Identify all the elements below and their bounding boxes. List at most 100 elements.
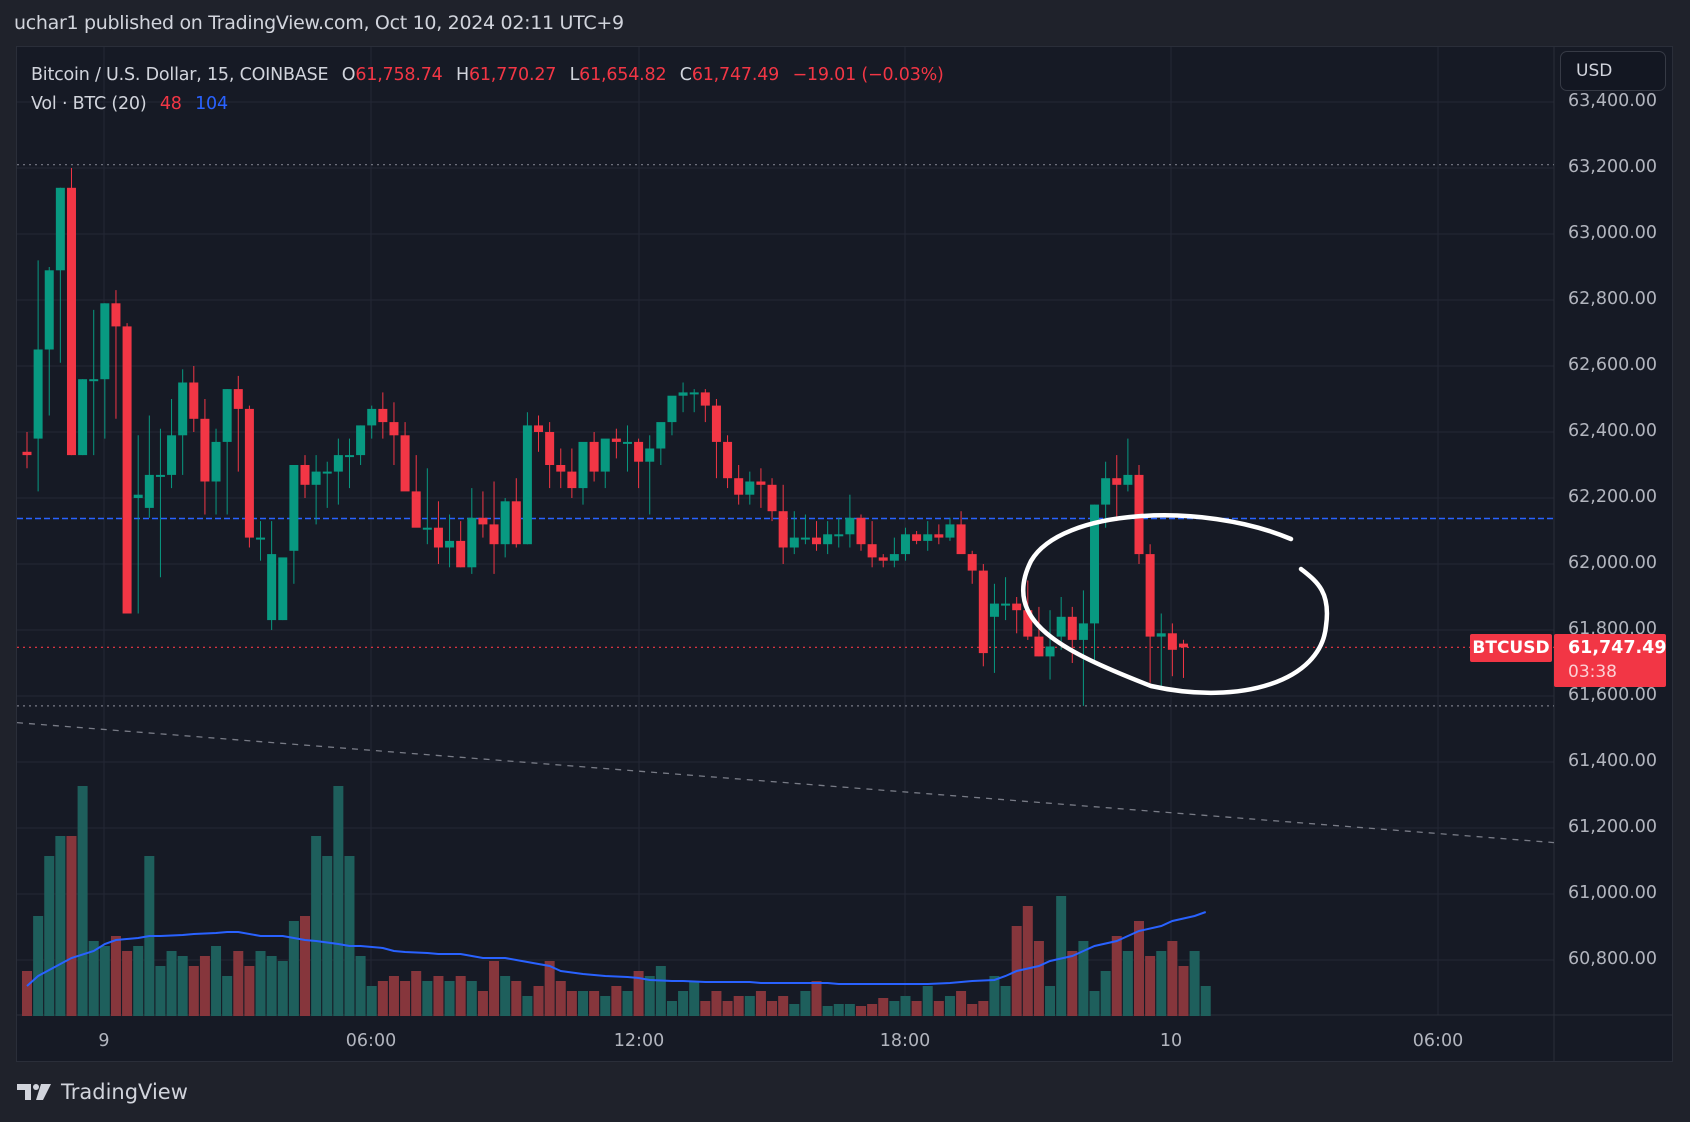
candle-body <box>55 187 65 271</box>
candle-body <box>812 537 822 545</box>
volume-bar <box>678 991 689 1016</box>
candle-body <box>978 570 988 654</box>
candle-body <box>700 392 710 406</box>
volume-bar <box>1100 971 1111 1016</box>
volume-bar <box>600 996 611 1016</box>
volume-bar <box>1156 951 1167 1016</box>
candle-body <box>300 465 310 485</box>
last-price-tag: 61,747.49 03:38 <box>1554 634 1667 687</box>
candle-body <box>622 441 632 444</box>
candle-body <box>367 408 377 426</box>
candle-body <box>945 524 955 538</box>
volume-bar <box>544 961 555 1016</box>
volume-bar <box>533 986 544 1016</box>
volume-bar <box>388 976 399 1016</box>
candle-body <box>422 527 432 530</box>
volume-bar <box>44 856 55 1016</box>
candle-body <box>856 517 866 545</box>
volume-bar <box>1200 986 1211 1016</box>
candle-body <box>600 438 610 472</box>
candle-body <box>378 408 388 423</box>
volume-bar <box>978 1001 989 1016</box>
volume-bar <box>578 991 588 1016</box>
candle-body <box>89 379 99 382</box>
volume-bar <box>889 1001 900 1016</box>
legend-symbol[interactable]: Bitcoin / U.S. Dollar, 15, COINBASE <box>31 65 329 85</box>
volume-bar <box>444 981 455 1016</box>
candle-body <box>44 270 54 350</box>
volume-bar <box>1045 986 1056 1016</box>
volume-bar <box>1178 966 1189 1016</box>
volume-bar <box>822 1006 833 1016</box>
time-axis-label: 9 <box>98 1031 110 1051</box>
candle-body <box>344 455 354 458</box>
legend-change: −19.01 (−0.03%) <box>792 65 944 85</box>
volume-bar <box>288 921 299 1016</box>
candle-body <box>289 465 299 551</box>
candle-body <box>723 441 733 479</box>
candle-body <box>66 187 76 456</box>
candle-body <box>912 534 922 541</box>
candle-body <box>111 303 121 327</box>
candle-body <box>133 494 143 498</box>
time-axis-label: 06:00 <box>1412 1031 1464 1051</box>
candle-body <box>834 534 844 537</box>
volume-bar <box>555 981 566 1016</box>
candle-body <box>189 382 199 419</box>
price-chart[interactable] <box>17 47 1673 1062</box>
candle-body <box>311 471 321 485</box>
brand-name: TradingView <box>61 1080 188 1104</box>
volume-bar <box>1167 941 1178 1016</box>
candle-body <box>767 484 777 512</box>
volume-bar <box>666 1001 677 1016</box>
volume-bar <box>344 856 355 1016</box>
volume-bar <box>1033 941 1044 1016</box>
volume-bar <box>110 936 121 1016</box>
candle-body <box>33 349 43 439</box>
volume-bar <box>522 996 533 1016</box>
candle-body <box>1045 646 1055 657</box>
volume-bar <box>755 991 766 1016</box>
volume-bar <box>322 856 333 1016</box>
volume-bar <box>744 996 755 1016</box>
candle-body <box>467 517 477 568</box>
volume-bar <box>300 916 310 1016</box>
price-axis-label: 62,600.00 <box>1568 355 1658 375</box>
candle-body <box>756 481 766 485</box>
currency-button[interactable]: USD <box>1560 51 1666 91</box>
volume-bar <box>211 946 222 1016</box>
price-axis-label: 61,600.00 <box>1568 685 1658 705</box>
volume-bar <box>311 836 322 1016</box>
price-axis-label: 61,200.00 <box>1568 817 1658 837</box>
volume-bar <box>166 951 177 1016</box>
legend-volume-label[interactable]: Vol · BTC (20) <box>31 94 147 114</box>
volume-bar <box>622 991 633 1016</box>
candle-body <box>200 418 210 482</box>
candle-body <box>667 395 677 423</box>
candle-body <box>634 441 644 462</box>
chart-panel[interactable]: Bitcoin / U.S. Dollar, 15, COINBASE O61,… <box>16 46 1673 1062</box>
trend-line <box>17 722 1555 844</box>
price-axis-label: 63,400.00 <box>1568 91 1658 111</box>
symbol-price-tag: BTCUSD <box>1470 634 1552 662</box>
volume-bar <box>1089 991 1100 1016</box>
volume-bar <box>911 1001 922 1016</box>
candle-body <box>556 465 566 472</box>
tradingview-logo[interactable]: TradingView <box>17 1080 188 1104</box>
candle-body <box>322 471 332 474</box>
volume-bar <box>433 976 444 1016</box>
candle-body <box>1001 603 1011 606</box>
legend-open-value: 61,758.74 <box>355 65 443 85</box>
candle-body <box>233 389 243 409</box>
candle-body <box>333 455 343 472</box>
candle-body <box>489 524 499 545</box>
candle-body <box>167 435 177 475</box>
volume-bar <box>566 991 577 1016</box>
candle-body <box>155 474 165 477</box>
volume-bar <box>244 966 255 1016</box>
published-line: uchar1 published on TradingView.com, Oct… <box>14 12 624 34</box>
volume-bar <box>1145 956 1156 1016</box>
candle-body <box>178 382 188 436</box>
candle-body <box>923 534 933 541</box>
candle-body <box>278 557 288 621</box>
